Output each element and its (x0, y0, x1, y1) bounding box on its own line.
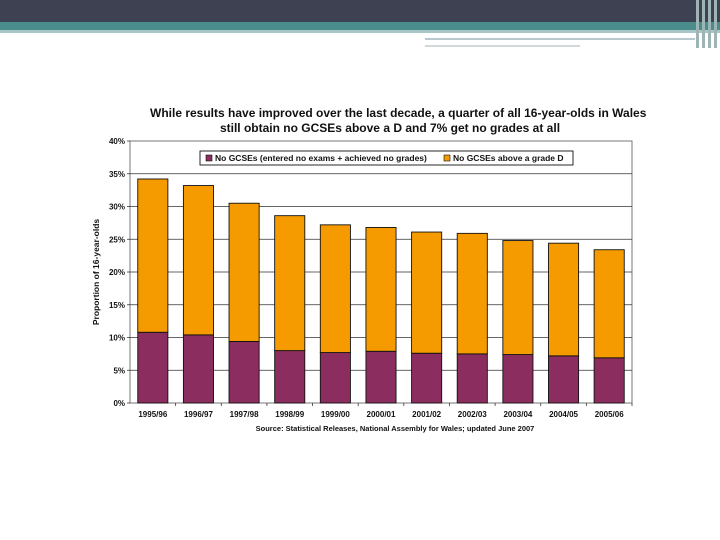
bar-no-gcses (228, 340, 260, 404)
bar-above-grade-d (593, 249, 625, 359)
y-tick-label: 20% (109, 268, 125, 277)
x-tick-label: 2002/03 (458, 410, 487, 419)
bar-no-gcses (456, 353, 488, 404)
y-tick-label: 25% (109, 235, 125, 244)
decorative-line (425, 38, 695, 40)
bar-above-grade-d (228, 202, 260, 342)
bar-above-grade-d (548, 242, 580, 357)
y-tick-label: 15% (109, 301, 125, 310)
legend-label-no-gcses: No GCSEs (entered no exams + achieved no… (215, 153, 427, 163)
bar-above-grade-d (365, 227, 397, 352)
chart-title: While results have improved over the las… (150, 106, 647, 136)
x-tick-label: 1996/97 (184, 410, 213, 419)
x-tick-label: 2003/04 (503, 410, 532, 419)
chart-title-line-1: While results have improved over the las… (150, 106, 647, 120)
bar-above-grade-d (502, 240, 534, 355)
x-tick-label: 1997/98 (230, 410, 259, 419)
y-tick-label: 0% (113, 399, 125, 408)
bar-no-gcses (593, 357, 625, 404)
bar-above-grade-d (411, 231, 443, 354)
bar-no-gcses (182, 334, 214, 404)
bar-no-gcses (319, 352, 351, 404)
y-tick-label: 30% (109, 203, 125, 212)
legend-swatch-no-gcses (205, 154, 213, 162)
corner-decoration (694, 0, 720, 48)
x-tick-label: 2000/01 (367, 410, 396, 419)
y-tick-label: 5% (113, 366, 125, 375)
y-axis-label: Proportion of 16-year-olds (91, 219, 101, 326)
bar-above-grade-d (137, 178, 169, 333)
x-tick-label: 1998/99 (275, 410, 304, 419)
header-stripe (0, 22, 720, 30)
legend-label-above-grade-d: No GCSEs above a grade D (453, 153, 564, 163)
x-tick-label: 1999/00 (321, 410, 350, 419)
y-tick-label: 35% (109, 170, 125, 179)
x-tick-label: 2004/05 (549, 410, 578, 419)
legend-box (199, 150, 574, 166)
decorative-line (425, 45, 580, 47)
bar-above-grade-d (456, 232, 488, 355)
header-line (0, 30, 720, 33)
bar-above-grade-d (182, 185, 214, 336)
header-bar (0, 0, 720, 22)
x-tick-label: 2005/06 (595, 410, 624, 419)
x-tick-label: 1995/96 (138, 410, 167, 419)
x-tick-label: 2001/02 (412, 410, 441, 419)
bar-no-gcses (411, 352, 443, 404)
chart-title-line-2: still obtain no GCSEs above a D and 7% g… (219, 121, 561, 135)
legend-swatch-above-grade-d (443, 154, 451, 162)
bar-above-grade-d (274, 215, 306, 352)
bar-no-gcses (274, 350, 306, 404)
y-tick-label: 40% (109, 137, 125, 146)
chart-source: Source: Statistical Releases, National A… (255, 424, 535, 433)
bar-no-gcses (137, 331, 169, 404)
bar-no-gcses (365, 350, 397, 404)
bar-no-gcses (548, 355, 580, 404)
bar-above-grade-d (319, 224, 351, 354)
bar-no-gcses (502, 354, 534, 404)
y-tick-label: 10% (109, 334, 125, 343)
